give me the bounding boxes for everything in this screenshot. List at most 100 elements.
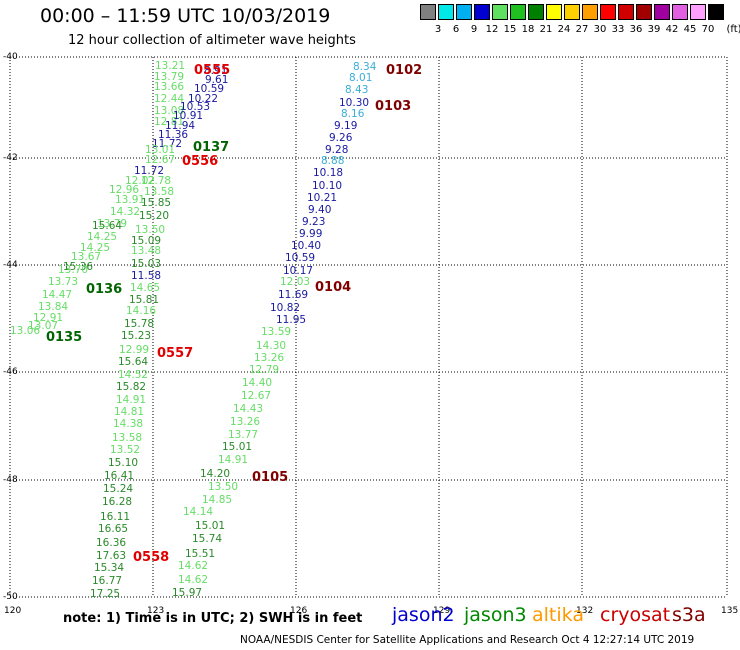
swh-value: 10.22 bbox=[188, 93, 218, 105]
swh-value: 11.72 bbox=[152, 138, 182, 150]
swh-value: 14.20 bbox=[200, 468, 230, 480]
swh-value: 14.85 bbox=[202, 494, 232, 506]
scale-label: 45 bbox=[683, 24, 697, 35]
swh-value: 12.67 bbox=[145, 154, 175, 166]
lon-tick: 123 bbox=[147, 606, 164, 616]
swh-value: 14.32 bbox=[110, 206, 140, 218]
swh-value: 13.73 bbox=[48, 276, 78, 288]
pass-label: 0555 bbox=[194, 63, 230, 78]
swh-value: 8.01 bbox=[349, 72, 372, 84]
swh-value: 9.28 bbox=[325, 144, 348, 156]
swh-value: 13.07 bbox=[28, 320, 58, 332]
scale-label: 15 bbox=[503, 24, 517, 35]
scale-label: 27 bbox=[575, 24, 589, 35]
swh-value: 14.30 bbox=[256, 340, 286, 352]
swh-value: 11.58 bbox=[131, 270, 161, 282]
swh-value: 15.10 bbox=[108, 457, 138, 469]
swh-value: 15.34 bbox=[94, 562, 124, 574]
lat-tick: -50 bbox=[3, 592, 18, 602]
swh-value: 13.50 bbox=[135, 224, 165, 236]
scale-label: 42 bbox=[665, 24, 679, 35]
swh-value: 13.52 bbox=[110, 444, 140, 456]
swh-value: 15.09 bbox=[131, 235, 161, 247]
swh-value: 13.26 bbox=[230, 416, 260, 428]
swh-value: 14.38 bbox=[113, 418, 143, 430]
note-text: note: 1) Time is in UTC; 2) SWH is in fe… bbox=[63, 611, 363, 626]
scale-label: 39 bbox=[647, 24, 661, 35]
legend-jason2: jason2 bbox=[392, 604, 455, 626]
pass-label: 0557 bbox=[157, 346, 193, 361]
lat-tick: -40 bbox=[3, 52, 18, 62]
scale-swatch bbox=[654, 4, 670, 20]
pass-label: 0558 bbox=[133, 550, 169, 565]
swh-value: 10.17 bbox=[283, 265, 313, 277]
scale-label: 24 bbox=[557, 24, 571, 35]
swh-value: 10.53 bbox=[180, 101, 210, 113]
footer-credit: NOAA/NESDIS Center for Satellite Applica… bbox=[240, 634, 695, 646]
swh-value: 10.59 bbox=[285, 252, 315, 264]
swh-value: 11.69 bbox=[278, 289, 308, 301]
swh-value: 13.66 bbox=[154, 81, 184, 93]
swh-value: 8.34 bbox=[353, 61, 377, 73]
swh-value: 11.36 bbox=[158, 129, 188, 141]
lon-tick: 132 bbox=[576, 606, 593, 616]
swh-value: 8.16 bbox=[341, 108, 365, 120]
scale-swatch bbox=[690, 4, 706, 20]
pass-label: 0105 bbox=[252, 470, 288, 485]
swh-value: 15.03 bbox=[131, 258, 161, 270]
swh-value: 14.81 bbox=[114, 406, 144, 418]
swh-value: 13.21 bbox=[155, 60, 185, 72]
swh-value: 15.51 bbox=[185, 548, 215, 560]
swh-value: 11.95 bbox=[276, 314, 306, 326]
swh-value: 16.41 bbox=[104, 470, 134, 482]
lat-tick: -42 bbox=[3, 153, 18, 163]
swh-value: 9.19 bbox=[334, 120, 357, 132]
swh-value: 17.25 bbox=[90, 588, 120, 600]
lon-tick: 135 bbox=[721, 606, 738, 616]
swh-value: 15.97 bbox=[172, 587, 202, 599]
swh-value: 14.91 bbox=[116, 394, 146, 406]
swh-value: 12.81 bbox=[154, 116, 184, 128]
swh-value: 15.24 bbox=[103, 483, 133, 495]
axis-ticks: -40 -42 -44 -46 -48 -50 120 123 126 129 132 135 bbox=[3, 52, 738, 616]
swh-value: 16.36 bbox=[96, 537, 126, 549]
swh-value: 13.91 bbox=[115, 194, 145, 206]
pass-label: 0137 bbox=[193, 140, 229, 155]
scale-label: 70 bbox=[701, 24, 715, 35]
pass-label: 0103 bbox=[375, 99, 411, 114]
swh-value: 14.62 bbox=[178, 560, 208, 572]
swh-value: 13.58 bbox=[112, 432, 142, 444]
scale-label: 33 bbox=[611, 24, 625, 35]
swh-value: 12.78 bbox=[141, 175, 171, 187]
swh-value: 12.03 bbox=[280, 276, 310, 288]
swh-value: 9.26 bbox=[329, 132, 353, 144]
swh-value: 13.59 bbox=[261, 326, 291, 338]
swh-value: 15.36 bbox=[63, 261, 93, 273]
legend-altika: altika bbox=[532, 604, 584, 626]
swh-value: 12.99 bbox=[119, 344, 149, 356]
scale-label: 3 bbox=[434, 24, 442, 35]
scale-label: 12 bbox=[485, 24, 499, 35]
swh-value: 8.88 bbox=[321, 155, 344, 167]
scale-label: 21 bbox=[539, 24, 553, 35]
scale-label: 30 bbox=[593, 24, 607, 35]
scale-label: 6 bbox=[452, 24, 460, 35]
swh-value: 13.08 bbox=[154, 105, 184, 117]
swh-value: 15.23 bbox=[121, 330, 151, 342]
scale-swatch bbox=[474, 4, 490, 20]
swh-value: 15.01 bbox=[222, 441, 252, 453]
pass-label: 0135 bbox=[46, 330, 82, 345]
scale-swatch bbox=[510, 4, 526, 20]
swh-value: 15.78 bbox=[124, 318, 154, 330]
lon-tick: 126 bbox=[290, 606, 307, 616]
swh-value: 12.96 bbox=[109, 184, 139, 196]
legend-s3a: s3a bbox=[672, 604, 706, 626]
lat-tick: -44 bbox=[3, 260, 18, 270]
legend-jason3: jason3 bbox=[464, 604, 527, 626]
swh-value: 13.70 bbox=[58, 264, 88, 276]
swh-value: 16.28 bbox=[102, 496, 132, 508]
swh-value: 15.64 bbox=[92, 220, 122, 232]
map-subtitle: 12 hour collection of altimeter wave hei… bbox=[68, 33, 356, 48]
swh-value: 12.02 bbox=[125, 175, 155, 187]
swh-value: 16.11 bbox=[100, 511, 130, 523]
